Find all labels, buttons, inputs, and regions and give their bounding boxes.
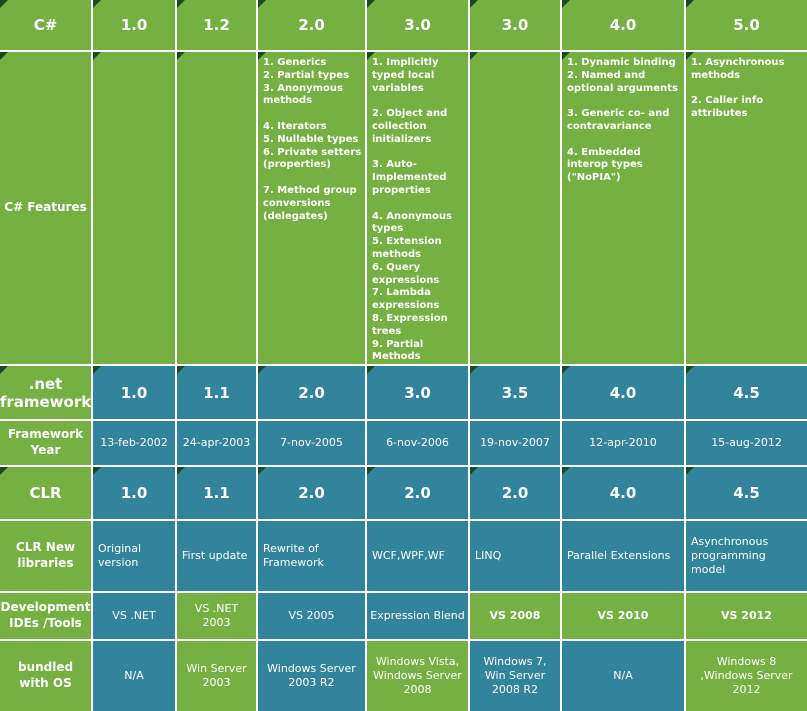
clr-version-cell: 1.1 (177, 467, 256, 519)
framework-version-cell: 4.5 (686, 366, 807, 419)
clr-library-cell: LINQ (470, 521, 560, 591)
framework-version-cell: 1.0 (93, 366, 175, 419)
framework-year-cell: 13-feb-2002 (93, 421, 175, 465)
os-cell: Windows 8 ,Windows Server 2012 (686, 641, 807, 711)
row-label-bundled-os: bundled with OS (0, 641, 91, 711)
features-cell (177, 52, 256, 364)
framework-year-cell: 15-aug-2012 (686, 421, 807, 465)
os-cell: Windows Server 2003 R2 (258, 641, 365, 711)
framework-version-cell: 3.0 (367, 366, 468, 419)
clr-library-cell: Rewrite of Framework (258, 521, 365, 591)
framework-version-cell: 4.0 (562, 366, 684, 419)
clr-version-cell: 2.0 (470, 467, 560, 519)
clr-version-cell: 4.0 (562, 467, 684, 519)
os-cell: N/A (562, 641, 684, 711)
os-cell: Windows Vista, Windows Server 2008 (367, 641, 468, 711)
os-cell: Win Server 2003 (177, 641, 256, 711)
features-cell: 1. Implicitly typed local variables 2. O… (367, 52, 468, 364)
clr-library-cell: Parallel Extensions (562, 521, 684, 591)
ide-cell: Expression Blend (367, 593, 468, 639)
row-label-clr-libraries: CLR New libraries (0, 521, 91, 591)
csharp-version-cell: 3.0 (470, 0, 560, 50)
framework-year-cell: 24-apr-2003 (177, 421, 256, 465)
row-label-framework-year: Framework Year (0, 421, 91, 465)
clr-library-cell: Asynchronous programming model (686, 521, 807, 591)
clr-version-cell: 4.5 (686, 467, 807, 519)
clr-library-cell: WCF,WPF,WF (367, 521, 468, 591)
ide-cell: VS 2008 (470, 593, 560, 639)
clr-version-cell: 2.0 (367, 467, 468, 519)
features-cell: 1. Dynamic binding 2. Named and optional… (562, 52, 684, 364)
features-cell (93, 52, 175, 364)
clr-version-cell: 1.0 (93, 467, 175, 519)
csharp-version-cell: 2.0 (258, 0, 365, 50)
ide-cell: VS 2012 (686, 593, 807, 639)
framework-year-cell: 19-nov-2007 (470, 421, 560, 465)
framework-year-cell: 12-apr-2010 (562, 421, 684, 465)
csharp-version-cell: 4.0 (562, 0, 684, 50)
row-label-framework: .net framework (0, 366, 91, 419)
features-cell: 1. Generics 2. Partial types 3. Anonymou… (258, 52, 365, 364)
ide-cell: VS .NET 2003 (177, 593, 256, 639)
features-cell: 1. Asynchronous methods 2. Caller info a… (686, 52, 807, 364)
clr-library-cell: Original version (93, 521, 175, 591)
csharp-version-cell: 1.0 (93, 0, 175, 50)
row-label-clr: CLR (0, 467, 91, 519)
csharp-version-cell: 5.0 (686, 0, 807, 50)
ide-cell: VS .NET (93, 593, 175, 639)
framework-version-cell: 2.0 (258, 366, 365, 419)
ide-cell: VS 2010 (562, 593, 684, 639)
framework-version-cell: 1.1 (177, 366, 256, 419)
framework-version-cell: 3.5 (470, 366, 560, 419)
framework-year-cell: 6-nov-2006 (367, 421, 468, 465)
os-cell: N/A (93, 641, 175, 711)
features-cell (470, 52, 560, 364)
clr-library-cell: First update (177, 521, 256, 591)
row-label-features: C# Features (0, 52, 91, 364)
os-cell: Windows 7, Win Server 2008 R2 (470, 641, 560, 711)
csharp-version-cell: 3.0 (367, 0, 468, 50)
csharp-version-cell: 1.2 (177, 0, 256, 50)
framework-year-cell: 7-nov-2005 (258, 421, 365, 465)
clr-version-cell: 2.0 (258, 467, 365, 519)
row-label-ides: Development IDEs /Tools (0, 593, 91, 639)
row-label-csharp: C# (0, 0, 91, 50)
ide-cell: VS 2005 (258, 593, 365, 639)
